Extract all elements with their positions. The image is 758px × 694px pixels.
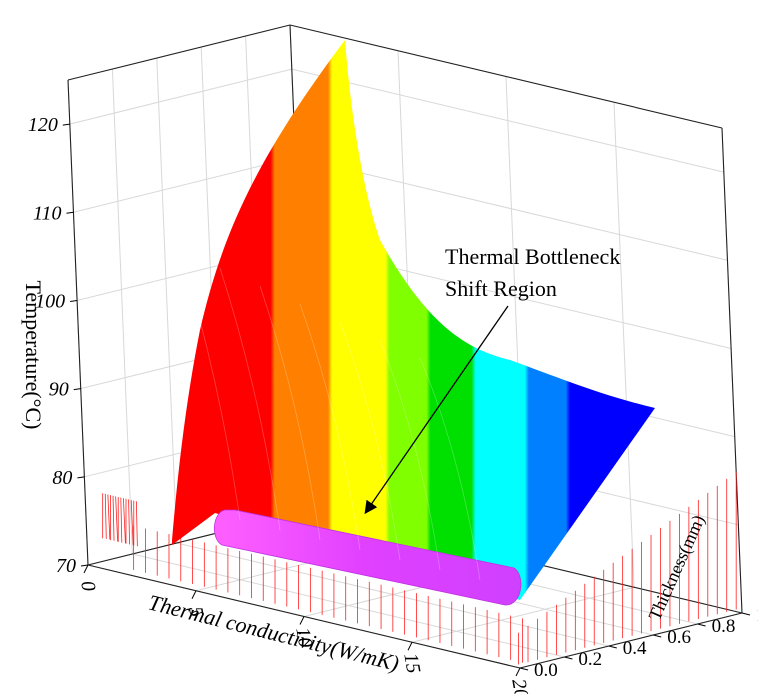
y-tick-3 [653,634,662,638]
left-wall-gridline-z-4 [73,156,296,213]
annotation-arrow [364,305,509,515]
z-tick-4 [66,211,74,214]
x-tick-2 [299,616,305,625]
dropline-left-1 [104,493,107,539]
y-tick-0 [519,667,529,671]
left-wall-gridline-y-2 [156,57,178,544]
y-tick-label-1: 0.2 [578,649,602,670]
x-axis-title: Thermal conductivity(W/mK) [146,589,402,675]
y-tick-label-0: 0.0 [534,660,558,681]
y-tick-label-5: 1.0 [756,605,758,626]
z-tick-2 [73,388,81,391]
dropline-left-10 [128,499,130,545]
x-tick-0 [83,564,89,574]
z-tick-label-4: 110 [33,202,62,224]
z-tick-label-5: 120 [28,114,58,136]
dropline-left-7 [120,497,123,543]
y-axis-title: Thickness(mm) [644,512,709,624]
surface-mesh-line-6 [419,357,481,581]
y-tick-2 [608,645,617,649]
annotation-text-line2: Shift Region [445,276,557,301]
y-tick-label-2: 0.4 [623,638,647,659]
temperature-surface [172,40,655,600]
surface-mesh-line-5 [379,339,441,571]
surface-mesh-line-0 [179,249,241,521]
y-tick-label-3: 0.6 [667,627,691,648]
y-tick-5 [741,612,751,616]
frame-edge-7 [289,24,723,129]
dropline-left-5 [115,496,119,542]
dropline-left-11 [130,500,134,546]
back-wall-gridline-z-5 [291,68,724,173]
frame-edge-6 [721,127,743,614]
surface-magenta-band [214,509,522,606]
x-tick-4 [515,667,521,677]
z-axis-title: Temperature(°C) [21,281,46,430]
z-tick-label-2: 90 [49,379,69,401]
dropline-left-4 [112,495,115,541]
surface-layer [102,40,737,665]
y-tick-label-4: 0.8 [712,616,736,637]
label-layer: 70 80 90 100 110 120 0 5 10 15 200.0 0.2 0.4 0.6 0.8 1.… [28,114,758,694]
z-tick-label-3: 100 [35,290,65,312]
surface-mesh-line-4 [339,321,401,561]
surface-mesh-line-1 [219,267,281,531]
x-tick-1 [191,590,197,599]
x-tick-label-0: 0 [76,579,99,593]
back-wall-gridline-x-3 [613,102,635,588]
x-tick-label-3: 15 [399,651,424,675]
z-tick-1 [77,476,85,479]
z-tick-3 [70,299,78,302]
left-wall-gridline-y-1 [111,68,133,555]
dropline-left-2 [107,494,111,540]
z-tick-label-0: 70 [56,555,76,577]
back-wall-gridline-z-4 [295,156,728,261]
z-tick-5 [62,123,70,126]
x-tick-3 [407,642,413,651]
x-tick-label-2: 10 [291,626,316,650]
annotation-text-line1: Thermal Bottleneck [445,244,620,269]
z-tick-0 [80,564,89,567]
y-tick-1 [564,656,573,660]
dropline-left-13 [135,501,138,547]
surface-mesh-line-3 [299,303,361,551]
x-tick-label-4: 20 [507,677,532,694]
x-tick-label-1: 5 [184,605,207,619]
y-tick-4 [697,623,706,627]
frame-edge-4 [67,79,89,566]
frame-edge-8 [67,24,291,81]
z-tick-label-1: 80 [52,467,72,489]
floor-gridline-x-3 [411,586,635,643]
left-wall-gridline-z-5 [69,68,292,125]
surface-mesh-line-2 [259,285,321,541]
dropline-left-8 [123,498,126,544]
frame-edge-1 [519,612,743,669]
